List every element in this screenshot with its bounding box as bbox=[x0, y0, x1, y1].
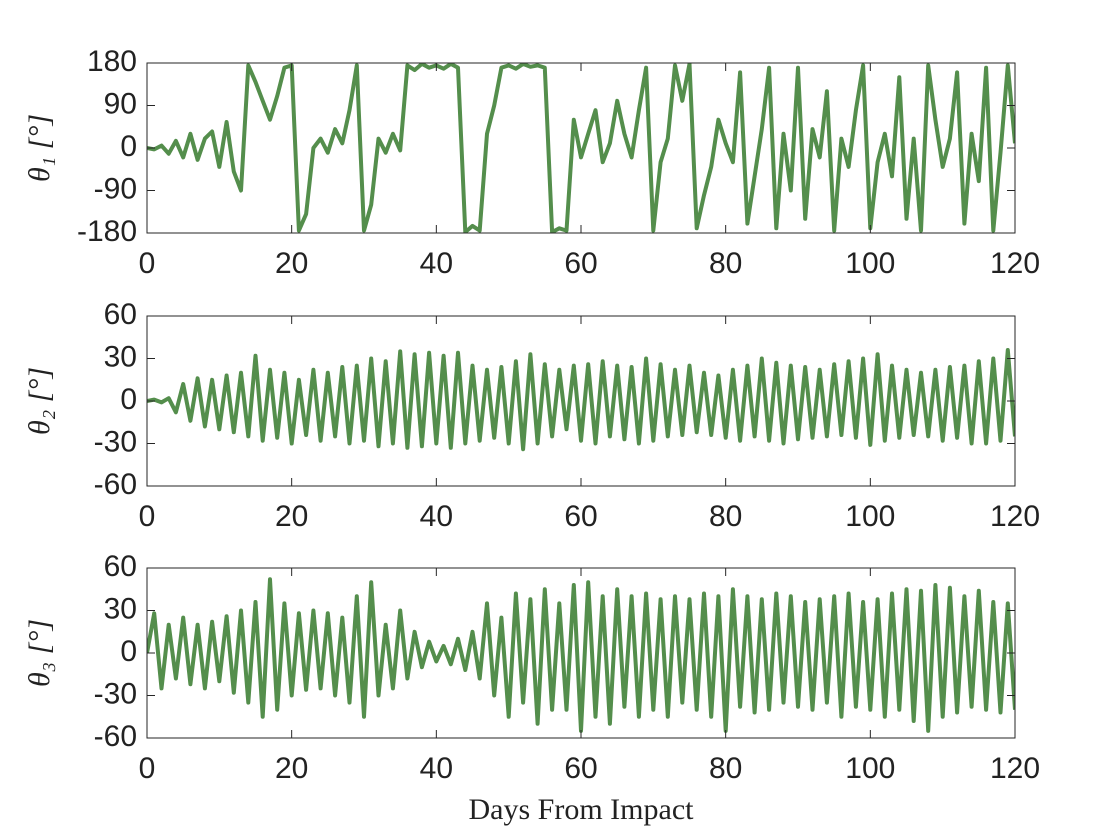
y-tick-label: -60 bbox=[94, 720, 137, 753]
x-tick-label: 100 bbox=[845, 752, 895, 785]
y-tick-label: 30 bbox=[104, 592, 137, 625]
y-tick-label: 180 bbox=[87, 45, 137, 78]
y-axis-label: θ₃ [°] bbox=[23, 619, 56, 687]
x-tick-label: 80 bbox=[709, 500, 742, 533]
x-tick-label: 80 bbox=[709, 752, 742, 785]
x-tick-label: 100 bbox=[845, 500, 895, 533]
x-tick-label: 40 bbox=[420, 247, 453, 280]
y-tick-label: 0 bbox=[120, 383, 137, 416]
x-tick-label: 60 bbox=[564, 500, 597, 533]
y-tick-label: 60 bbox=[104, 550, 137, 583]
y-tick-label: -90 bbox=[94, 172, 137, 205]
x-tick-label: 0 bbox=[139, 500, 156, 533]
x-tick-label: 20 bbox=[275, 500, 308, 533]
y-tick-label: 60 bbox=[104, 298, 137, 331]
y-tick-label: 90 bbox=[104, 87, 137, 120]
x-tick-label: 120 bbox=[990, 752, 1040, 785]
y-tick-label: -30 bbox=[94, 425, 137, 458]
x-tick-label: 0 bbox=[139, 247, 156, 280]
x-tick-label: 40 bbox=[420, 500, 453, 533]
y-tick-label: -60 bbox=[94, 468, 137, 501]
x-tick-label: 60 bbox=[564, 247, 597, 280]
data-line bbox=[147, 348, 1015, 452]
x-tick-label: 80 bbox=[709, 247, 742, 280]
y-axis-label: θ₂ [°] bbox=[23, 367, 56, 435]
x-tick-label: 60 bbox=[564, 752, 597, 785]
x-tick-label: 100 bbox=[845, 247, 895, 280]
y-tick-label: -30 bbox=[94, 677, 137, 710]
y-tick-label: -180 bbox=[77, 215, 137, 248]
y-tick-label: 30 bbox=[104, 340, 137, 373]
x-tick-label: 120 bbox=[990, 500, 1040, 533]
y-tick-label: 0 bbox=[120, 130, 137, 163]
plot-area bbox=[147, 316, 1015, 486]
x-axis-label: Days From Impact bbox=[469, 793, 695, 826]
x-tick-label: 20 bbox=[275, 247, 308, 280]
y-axis-label: θ₁ [°] bbox=[23, 114, 56, 182]
x-tick-label: 20 bbox=[275, 752, 308, 785]
y-tick-label: 0 bbox=[120, 635, 137, 668]
x-tick-label: 0 bbox=[139, 752, 156, 785]
x-tick-label: 120 bbox=[990, 247, 1040, 280]
x-tick-label: 40 bbox=[420, 752, 453, 785]
